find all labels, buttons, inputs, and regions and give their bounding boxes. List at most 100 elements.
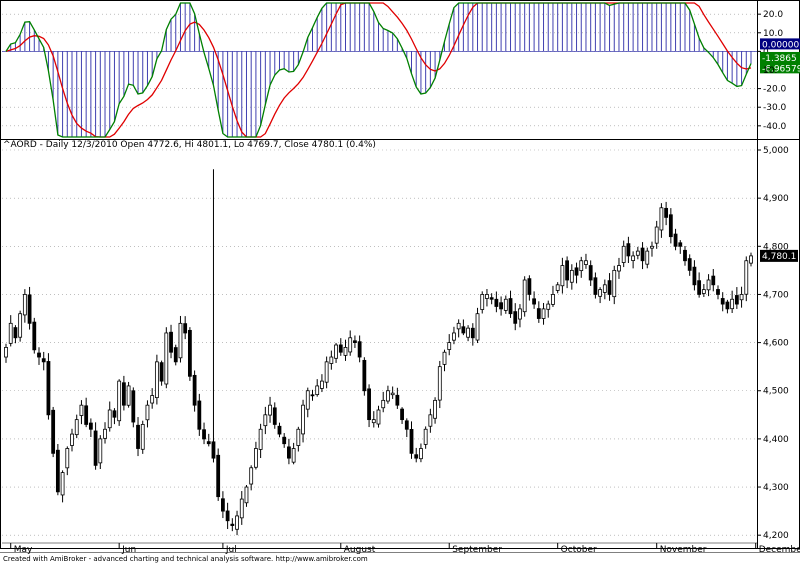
candle-up [315, 385, 320, 396]
candle-up [239, 498, 244, 519]
candle-down [711, 275, 716, 286]
candle-up [334, 344, 338, 359]
price-tick-label: 4,900 [763, 194, 789, 204]
candle-down [84, 405, 89, 425]
candle-up [569, 269, 574, 283]
macd-value-label: -1.3865 [762, 54, 797, 64]
macd-tick-label: -30.0 [763, 103, 787, 113]
candle-up [602, 284, 607, 293]
candle-down [461, 326, 466, 334]
candle-down [112, 410, 117, 418]
candle-up [635, 250, 640, 256]
candle-down [470, 327, 475, 339]
candle-down [220, 498, 225, 512]
candle-down [282, 436, 287, 445]
candle-down [183, 323, 188, 334]
price-pane [2, 149, 757, 536]
candle-up [140, 424, 145, 450]
candle-down [277, 425, 282, 435]
candle-down [51, 409, 56, 454]
candle-up [744, 260, 749, 295]
candle-up [268, 404, 272, 416]
date-tick-label: December [759, 545, 800, 555]
candle-down [32, 321, 37, 351]
candle-down [88, 422, 93, 430]
candle-up [18, 313, 23, 338]
candle-down [55, 449, 60, 493]
candle-up [164, 332, 169, 385]
candle-up [8, 322, 13, 344]
candle-down [353, 340, 357, 343]
candle-down [593, 277, 598, 295]
candle-down [27, 294, 32, 324]
candle-down [414, 454, 419, 459]
candle-up [249, 467, 254, 485]
candle-up [301, 404, 305, 435]
candle-up [263, 414, 268, 427]
candle-up [4, 347, 8, 358]
candle-up [244, 486, 249, 504]
candle-up [117, 380, 122, 422]
candle-down [673, 233, 678, 247]
candle-down [720, 298, 725, 305]
candle-up [126, 385, 131, 406]
candle-down [683, 249, 687, 262]
candle-up [612, 269, 617, 298]
candle-up [437, 366, 442, 401]
candle-down [664, 207, 669, 218]
candle-up [103, 428, 107, 439]
candle-down [173, 347, 178, 363]
macd-value-box [760, 51, 800, 63]
date-tick-label: November [660, 545, 707, 555]
candle-down [513, 311, 518, 324]
macd-value-label: -6.96579 [762, 64, 800, 74]
last-price-label: 4,780.1 [762, 252, 796, 262]
candle-down [367, 388, 371, 421]
price-tick-label: 4,800 [763, 242, 789, 252]
candle-up [329, 356, 334, 364]
candle-down [202, 429, 206, 440]
candle-up [522, 279, 527, 313]
candle-down [508, 298, 513, 315]
candle-down [499, 302, 503, 310]
candle-up [305, 390, 310, 410]
price-tick-label: 4,400 [763, 435, 789, 445]
candle-down [136, 424, 140, 449]
candle-down [640, 247, 645, 262]
macd-value-box [760, 38, 800, 50]
candle-down [697, 280, 702, 295]
candle-up [296, 428, 301, 446]
chart-title: ^AORD - Daily 12/3/2010 Open 4772.6, Hi … [3, 140, 376, 150]
candle-up [579, 260, 584, 272]
date-tick-label: October [561, 545, 597, 555]
candle-down [230, 523, 235, 526]
candle-down [725, 301, 730, 310]
candle-down [206, 441, 211, 445]
candle-up [739, 294, 744, 301]
candle-down [527, 278, 532, 295]
price-tick-label: 4,500 [763, 387, 789, 397]
candle-up [324, 361, 329, 383]
candle-up [65, 448, 70, 469]
candle-down [310, 394, 315, 397]
candle-up [70, 433, 74, 446]
candle-up [343, 347, 348, 356]
price-frame [0, 139, 800, 549]
candle-up [423, 428, 428, 445]
candle-down [489, 297, 494, 300]
macd-tick-label: -20.0 [763, 85, 787, 95]
macd-value-label: 0.00000 [762, 40, 799, 50]
candle-up [659, 207, 664, 231]
candle-down [121, 382, 126, 406]
candle-up [320, 380, 324, 389]
candle-up [452, 332, 456, 341]
candle-down [46, 361, 51, 416]
candle-up [254, 448, 258, 468]
candle-up [518, 308, 522, 320]
candle-down [41, 358, 46, 363]
candle-up [79, 404, 84, 416]
candle-down [565, 260, 570, 281]
candle-up [60, 472, 65, 496]
candle-down [588, 265, 593, 281]
